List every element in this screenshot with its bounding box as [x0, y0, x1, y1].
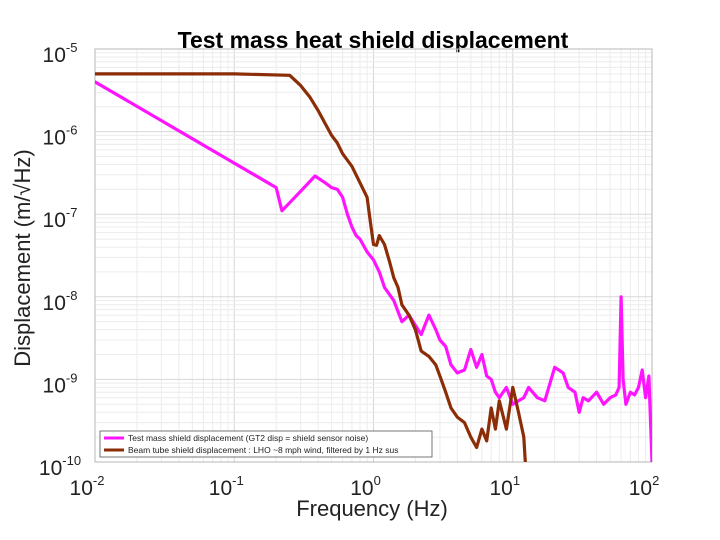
legend-entry: Test mass shield displacement (GT2 disp …: [128, 433, 368, 443]
y-tick-label: 10-6: [43, 123, 78, 150]
legend-entry: Beam tube shield displacement : LHO ~8 m…: [128, 445, 398, 455]
plot-frame: [94, 48, 653, 463]
series-group: [95, 72, 652, 462]
legend-box: [99, 430, 433, 458]
legend: Test mass shield displacement (GT2 disp …: [99, 430, 433, 458]
grid: [94, 49, 652, 463]
x-axis-label: Frequency (Hz): [296, 496, 448, 521]
ticks: 10-2 10-1 100 101 10210-510-610-710-810-910-…: [39, 40, 659, 500]
y-tick-label: 10-8: [43, 288, 78, 315]
y-tick-label: 10-5: [43, 40, 78, 67]
y-axis-label: Displacement (m/√Hz): [10, 149, 35, 366]
series-line-2: [95, 72, 527, 462]
series-line-1: [95, 80, 652, 462]
